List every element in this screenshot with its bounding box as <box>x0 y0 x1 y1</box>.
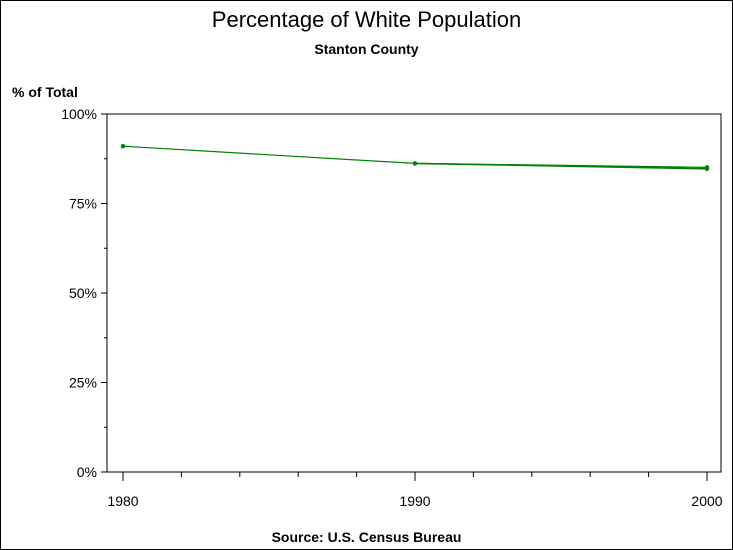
y-tick-label: 100% <box>61 106 97 122</box>
x-axis: 1980 1990 2000 <box>107 472 723 509</box>
data-point <box>412 161 418 166</box>
chart-subtitle: Stanton County <box>314 41 419 57</box>
x-tick-label: 1990 <box>399 493 430 509</box>
data-point <box>704 166 710 171</box>
y-tick-label: 25% <box>69 375 97 391</box>
y-tick-label: 50% <box>69 285 97 301</box>
data-point <box>120 144 126 149</box>
y-tick-label: 75% <box>69 196 97 212</box>
y-tick-label: 0% <box>77 464 97 480</box>
x-tick-label: 1980 <box>107 493 138 509</box>
y-axis-label: % of Total <box>12 84 78 100</box>
series-layer <box>120 144 710 171</box>
series-line <box>414 162 708 170</box>
y-axis: 0% 25% 50% 75% 100% <box>61 106 107 480</box>
x-tick-label: 2000 <box>691 493 722 509</box>
source-note: Source: U.S. Census Bureau <box>271 529 462 545</box>
chart-title: Percentage of White Population <box>211 7 522 32</box>
